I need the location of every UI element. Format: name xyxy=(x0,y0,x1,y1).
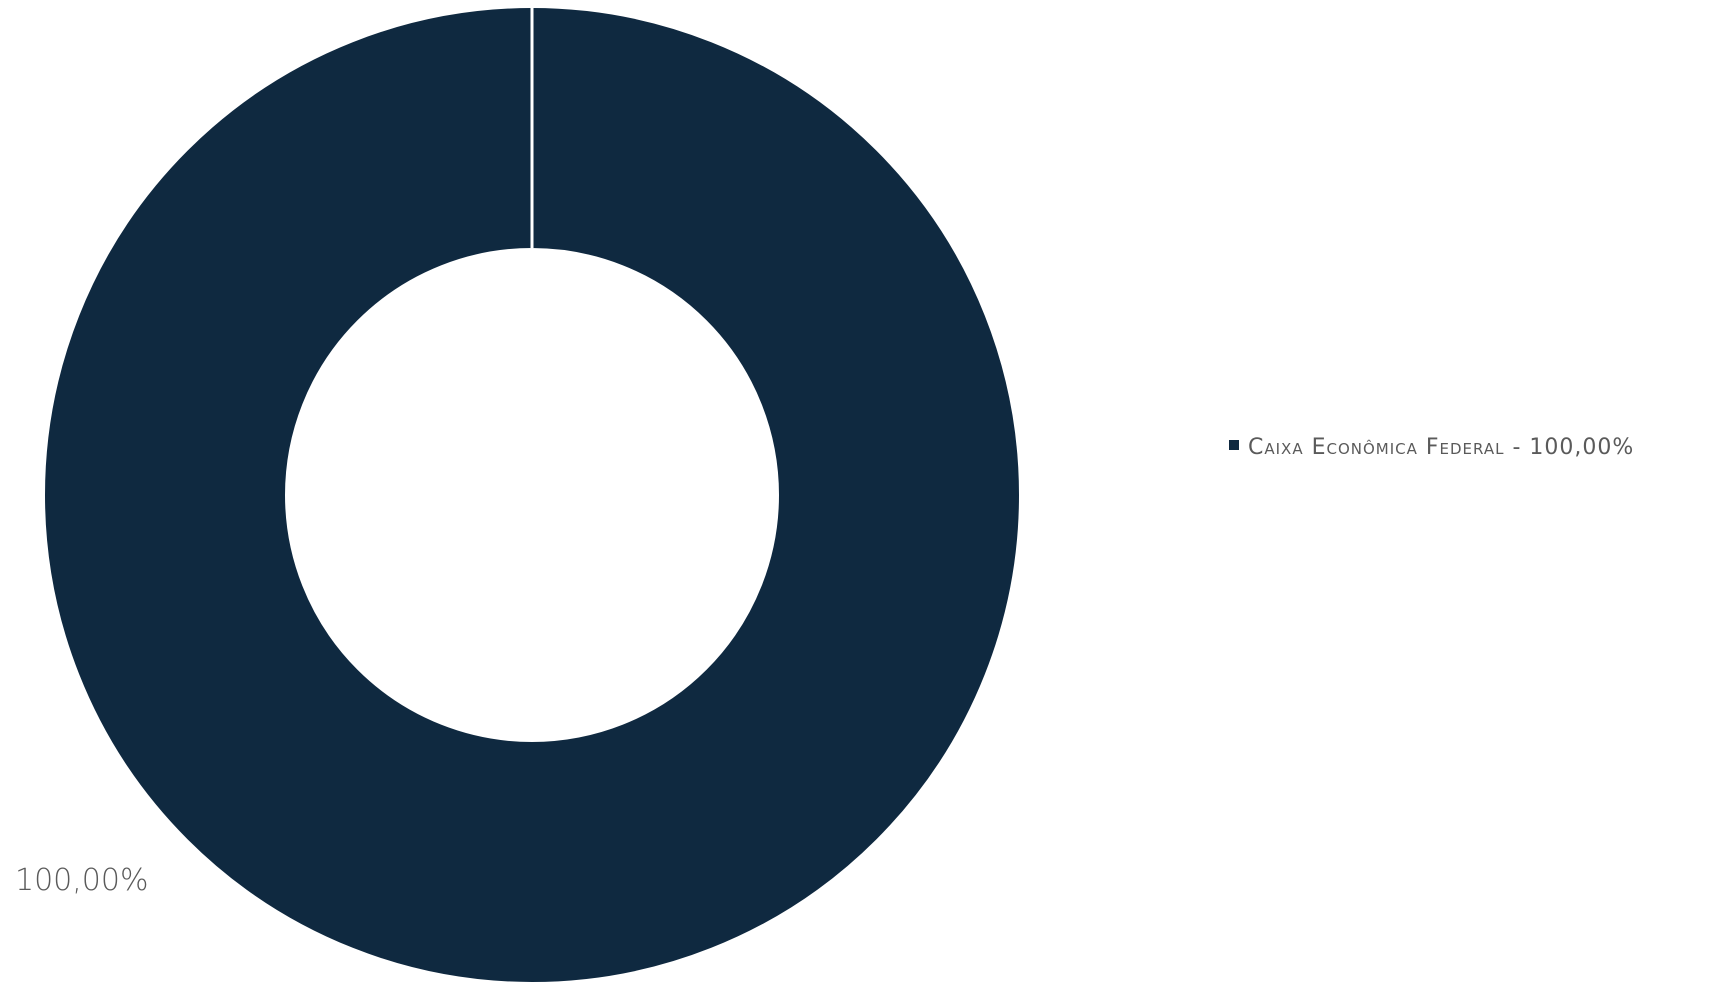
legend-label[interactable]: Caixa Econômica Federal - 100,00% xyxy=(1248,435,1634,460)
legend-swatch xyxy=(1229,440,1239,450)
slice-data-label: 100,00% xyxy=(15,863,148,898)
data-labels-group: 100,00% xyxy=(15,863,148,898)
legend: Caixa Econômica Federal - 100,00% xyxy=(1229,435,1634,460)
slices-group xyxy=(45,7,1019,982)
